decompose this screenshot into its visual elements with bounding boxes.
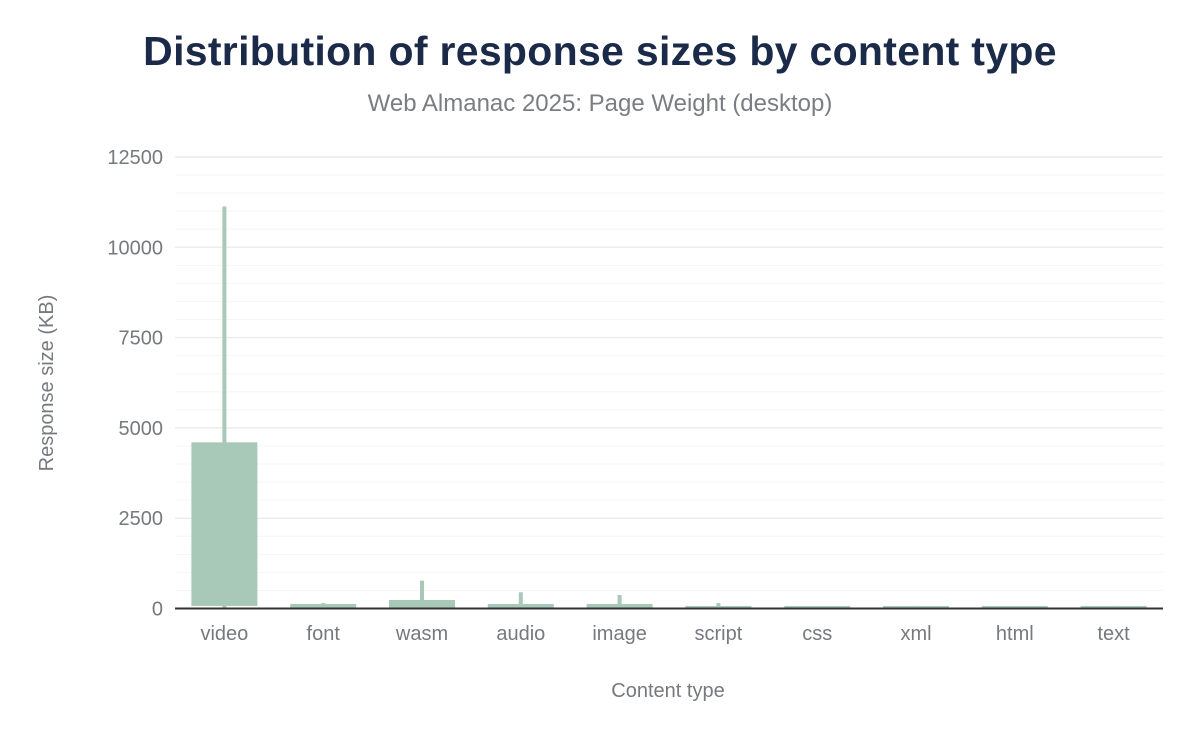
box bbox=[191, 442, 258, 606]
x-tick-label: html bbox=[996, 623, 1034, 645]
y-axis-label: Response size (KB) bbox=[36, 295, 58, 472]
x-axis-label: Content type bbox=[611, 680, 724, 702]
box-wasm bbox=[389, 580, 455, 609]
box-font bbox=[290, 603, 357, 609]
y-tick-labels: 0 2500 5000 7500 10000 12500 bbox=[107, 147, 163, 621]
x-tick-label: text bbox=[1097, 623, 1130, 645]
x-tick-label: wasm bbox=[395, 623, 448, 645]
y-tick-label: 12500 bbox=[107, 147, 163, 169]
box bbox=[784, 605, 851, 609]
boxes bbox=[191, 206, 1147, 609]
box-video bbox=[191, 206, 258, 609]
x-tick-label: css bbox=[802, 623, 832, 645]
x-tick-label: script bbox=[695, 623, 743, 645]
x-tick-label: image bbox=[592, 623, 646, 645]
box bbox=[487, 603, 554, 608]
y-tick-label: 0 bbox=[152, 599, 163, 621]
x-tick-label: video bbox=[200, 623, 248, 645]
box-image bbox=[586, 594, 653, 609]
box-script bbox=[685, 603, 752, 609]
y-tick-label: 5000 bbox=[119, 418, 164, 440]
y-tick-label: 2500 bbox=[119, 508, 164, 530]
chart-title: Distribution of response sizes by conten… bbox=[143, 28, 1057, 74]
box bbox=[883, 605, 949, 609]
box bbox=[685, 605, 752, 609]
box-audio bbox=[487, 592, 554, 609]
box bbox=[1080, 605, 1147, 609]
gridlines bbox=[175, 156, 1163, 591]
y-tick-label: 10000 bbox=[107, 237, 163, 259]
x-tick-label: font bbox=[307, 623, 341, 645]
box bbox=[389, 600, 455, 608]
x-tick-labels: video font wasm audio image script css xml html t… bbox=[200, 623, 1130, 645]
box bbox=[981, 605, 1048, 609]
box bbox=[290, 603, 357, 608]
x-tick-label: audio bbox=[496, 623, 545, 645]
y-tick-label: 7500 bbox=[119, 328, 164, 350]
chart-subtitle: Web Almanac 2025: Page Weight (desktop) bbox=[367, 90, 833, 117]
x-tick-label: xml bbox=[900, 623, 931, 645]
box bbox=[586, 603, 653, 608]
